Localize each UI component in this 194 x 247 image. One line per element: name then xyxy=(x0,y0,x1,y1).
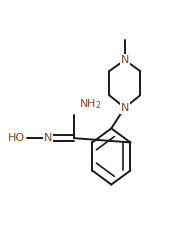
Text: HO: HO xyxy=(8,133,25,143)
Text: N: N xyxy=(120,103,129,113)
Text: NH$_2$: NH$_2$ xyxy=(79,98,101,111)
Text: N: N xyxy=(44,133,52,143)
Text: N: N xyxy=(120,55,129,65)
